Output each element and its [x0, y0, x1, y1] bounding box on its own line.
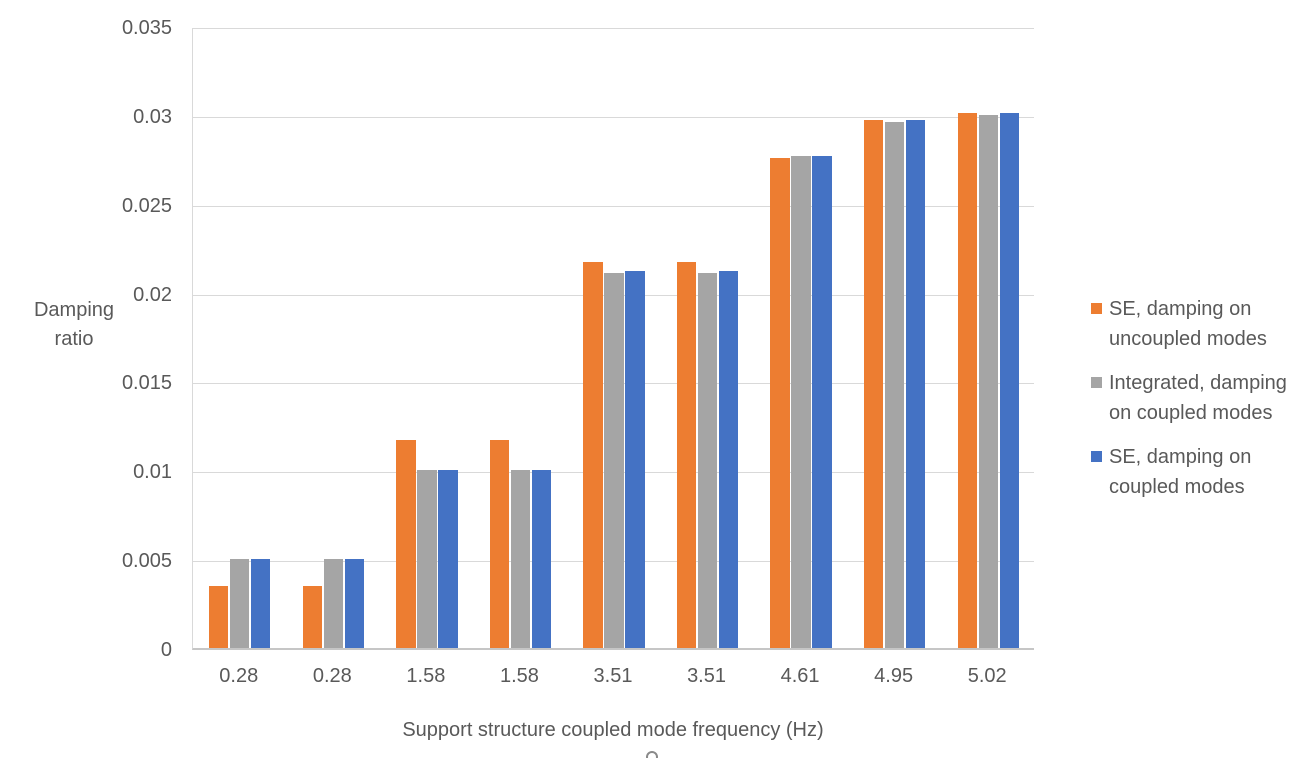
legend-item-3: SE, damping on coupled modes [1091, 442, 1287, 502]
bar-series3-group8 [905, 120, 926, 648]
y-axis-title-line-1: Damping [33, 299, 115, 321]
y-tick-label-0.03: 0.03 [133, 105, 172, 128]
y-tick-label-0.01: 0.01 [133, 461, 172, 484]
y-tick-label-0.035: 0.035 [121, 17, 172, 39]
gridline-0.025 [193, 205, 1034, 207]
x-tick-label-5: 3.51 [593, 665, 633, 687]
legend-label-line: Integrated, damping [1109, 372, 1287, 394]
bar-series2-group4 [510, 470, 531, 648]
bar-series1-group4 [489, 440, 510, 648]
x-axis-title: Support structure coupled mode frequency… [402, 719, 824, 741]
x-tick-label-2: 0.28 [312, 665, 352, 687]
cropped-character-arc [646, 751, 658, 758]
bar-series3-group7 [812, 155, 832, 648]
legend-label-line: coupled modes [1109, 476, 1245, 498]
x-tick-label-6: 3.51 [687, 665, 726, 687]
bar-series2-group2 [323, 559, 344, 648]
x-tick-label-7: 4.61 [780, 665, 820, 687]
bar-series1-group5 [583, 262, 603, 648]
y-tick-label-0.025: 0.025 [121, 194, 172, 217]
bar-series1-group2 [302, 585, 323, 648]
legend-label-line: uncoupled modes [1109, 328, 1267, 350]
x-tick-label-1: 0.28 [219, 665, 259, 687]
bar-series3-group5 [625, 271, 645, 648]
legend-swatch-icon [1091, 303, 1102, 314]
bar-series2-group3 [417, 470, 437, 648]
y-tick-label-0.015: 0.015 [121, 372, 172, 395]
bar-series3-group9 [999, 113, 1019, 648]
bar-series1-group9 [957, 113, 977, 648]
bar-series2-group9 [978, 114, 998, 648]
bar-series2-group1 [230, 559, 250, 648]
bar-series2-group8 [884, 121, 905, 648]
x-tick-label-8: 4.95 [874, 665, 914, 687]
cropped-character-fragment [646, 751, 658, 758]
bar-series2-group7 [791, 155, 811, 648]
legend-label: Integrated, damping on coupled modes [1109, 368, 1287, 428]
legend-swatch-icon [1091, 451, 1102, 462]
bar-series1-group7 [770, 157, 790, 648]
legend: SE, damping on uncoupled modes Integrated,… [1091, 294, 1287, 516]
bar-series3-group2 [344, 559, 365, 648]
bar-series3-group6 [718, 271, 739, 648]
y-tick-label-0: 0 [160, 639, 172, 661]
y-tick-label-0.02: 0.02 [133, 283, 172, 306]
legend-label-line: on coupled modes [1109, 402, 1273, 424]
y-axis-title: Damping ratio [18, 296, 130, 354]
bar-series2-group5 [604, 273, 624, 648]
y-axis-title-line-2: ratio [54, 328, 94, 350]
legend-item-1: SE, damping on uncoupled modes [1091, 294, 1287, 354]
legend-label-line: SE, damping on [1109, 298, 1252, 320]
y-tick-label-0.005: 0.005 [121, 550, 172, 573]
bar-series1-group1 [209, 585, 229, 648]
bar-series2-group6 [697, 273, 718, 648]
gridline-0.035 [193, 28, 1034, 29]
bar-series1-group3 [396, 440, 416, 648]
legend-label: SE, damping on uncoupled modes [1109, 294, 1267, 354]
plot-area [192, 28, 1034, 650]
bar-series3-group1 [251, 559, 271, 648]
x-tick-label-3: 1.58 [406, 665, 446, 687]
bar-series1-group6 [676, 262, 697, 648]
gridline-0.03 [193, 116, 1034, 118]
legend-label-line: SE, damping on [1109, 446, 1252, 468]
bar-series3-group3 [438, 470, 458, 648]
bar-series3-group4 [531, 470, 552, 648]
x-tick-label-4: 1.58 [499, 665, 539, 687]
legend-swatch-icon [1091, 377, 1102, 388]
bar-series1-group8 [863, 120, 884, 648]
legend-label: SE, damping on coupled modes [1109, 442, 1251, 502]
legend-item-2: Integrated, damping on coupled modes [1091, 368, 1287, 428]
x-tick-label-9: 5.02 [967, 665, 1007, 687]
